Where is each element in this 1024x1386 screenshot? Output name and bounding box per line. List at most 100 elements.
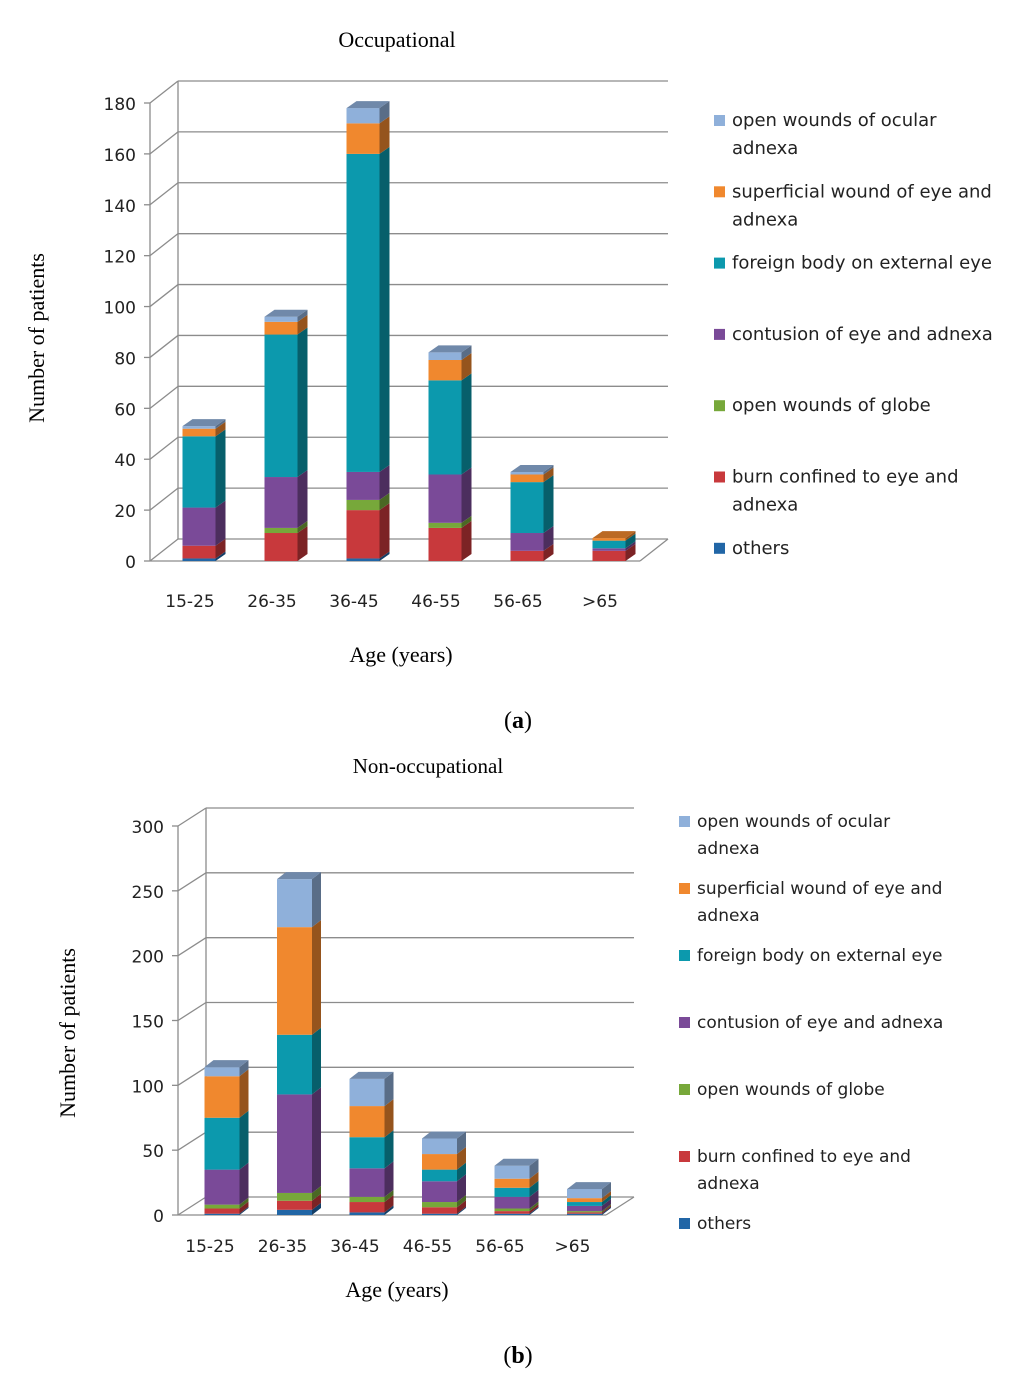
gridline-diagonal <box>149 233 179 257</box>
legend-swatch <box>714 257 725 269</box>
bar-segment <box>349 1168 385 1197</box>
gridline-diagonal <box>149 182 179 206</box>
bar-segment-side <box>461 520 472 561</box>
bar-segment-side <box>239 1110 249 1170</box>
bar-segment-side <box>215 421 226 437</box>
legend-label: adnexa <box>732 209 798 230</box>
bar-segment <box>510 482 544 534</box>
bar-top <box>428 345 472 353</box>
legend-label: open wounds of ocular <box>697 812 890 832</box>
bar-segment-side <box>529 1206 539 1215</box>
legend-swatch <box>679 1151 690 1162</box>
gridline-diagonal <box>149 334 179 358</box>
bar-segment-side <box>312 1202 321 1215</box>
bar-segment <box>264 477 298 528</box>
bar-segment <box>346 510 380 559</box>
bar-segment-side <box>215 419 226 429</box>
x-tick-label: 46-55 <box>403 1237 452 1257</box>
bar-segment-side <box>379 551 390 561</box>
bar-segment-side <box>461 515 472 528</box>
bar-segment <box>349 1196 385 1203</box>
bar-segment <box>428 522 462 528</box>
chart-panel-non-occupational: Non-occupational Number of patients Age … <box>55 754 943 1369</box>
bar-segment <box>422 1154 457 1170</box>
bar-segment <box>510 533 544 551</box>
y-tick-label: 50 <box>142 1142 164 1162</box>
bar-segment <box>349 1106 385 1138</box>
bar-segment <box>428 352 462 360</box>
bar-stack <box>567 1182 611 1215</box>
x-tick-label: 46-55 <box>411 592 460 612</box>
bar-segment <box>567 1213 602 1215</box>
bar-segment-side <box>625 543 636 561</box>
legend-label: adnexa <box>732 138 798 159</box>
legend-swatch <box>714 328 725 340</box>
x-tick-label: 36-45 <box>329 592 378 612</box>
bar-segment-side <box>312 1027 321 1095</box>
y-tick-label: 120 <box>104 248 136 268</box>
legend-label: adnexa <box>697 1174 760 1194</box>
bar-segment <box>592 550 626 561</box>
bar-segment <box>567 1202 602 1206</box>
bar-segment-side <box>384 1189 394 1203</box>
gridline-diagonal <box>149 131 179 155</box>
x-tick-label: 56-65 <box>475 1237 524 1257</box>
bar-segment-side <box>543 475 554 534</box>
bar-segment <box>346 108 380 124</box>
legend-item: open wounds of ocular adnexa <box>679 812 890 859</box>
bar-segment-side <box>312 872 321 928</box>
bar-segment <box>510 550 544 561</box>
bar-segment-side <box>297 314 308 335</box>
bar-segment <box>422 1181 457 1203</box>
gridline-diagonal <box>149 385 179 409</box>
legend-label: superficial wound of eye and <box>732 181 992 202</box>
bar-stack <box>346 101 390 561</box>
bar-segment-side <box>457 1195 466 1208</box>
bar-stack <box>277 872 321 1215</box>
y-tick-label: 80 <box>114 349 136 369</box>
bar-segment-side <box>529 1189 539 1209</box>
bar-segment <box>277 1094 312 1193</box>
bar-stack <box>510 464 554 561</box>
bar-segment-side <box>379 464 390 500</box>
legend-label: foreign body on external eye <box>697 946 943 966</box>
bar-segment-side <box>529 1158 539 1179</box>
bar-segment <box>422 1202 457 1208</box>
bar-segment-side <box>297 470 308 528</box>
gridline-diagonal <box>149 436 179 460</box>
legend-item: others <box>714 538 789 559</box>
legend-item: foreign body on external eye <box>714 253 992 274</box>
bar-segment <box>277 1034 312 1095</box>
bar-segment <box>428 359 462 381</box>
bar-stack <box>349 1071 394 1215</box>
legend-swatch <box>679 950 690 961</box>
bar-top <box>264 309 308 317</box>
bar-segment <box>422 1207 457 1214</box>
bar-segment <box>494 1213 530 1215</box>
bar-segment-side <box>215 500 226 546</box>
bar-segment-side <box>297 327 308 478</box>
floor-edge <box>605 1196 635 1216</box>
bar-segment <box>567 1198 602 1203</box>
bar-segment-side <box>384 1130 394 1169</box>
legend-swatch <box>714 542 725 554</box>
bar-segment <box>349 1212 385 1215</box>
bar-top <box>510 464 554 472</box>
bar-segment-side <box>457 1174 466 1203</box>
legend-item: open wounds of globe <box>679 1080 885 1100</box>
legend-label: open wounds of ocular <box>732 110 937 131</box>
bar-segment <box>264 334 298 478</box>
plot-area: 0 20 40 60 80 100 120 140 160 180 15-25 26-35 36-45 4… <box>104 80 669 612</box>
x-axis-label: Age (years) <box>345 1277 448 1302</box>
bar-segment <box>349 1202 385 1213</box>
bar-top <box>567 1182 611 1190</box>
bar-segment-side <box>384 1099 394 1138</box>
legend-label: contusion of eye and adnexa <box>697 1013 943 1033</box>
legend-swatch <box>679 816 690 827</box>
legend-item: contusion of eye and adnexa <box>714 324 993 345</box>
bar-segment <box>422 1169 457 1182</box>
bar-segment-side <box>312 1193 321 1210</box>
bar-segment-side <box>384 1071 394 1107</box>
y-tick-label: 100 <box>132 1077 164 1097</box>
bar-segment-side <box>215 551 226 561</box>
